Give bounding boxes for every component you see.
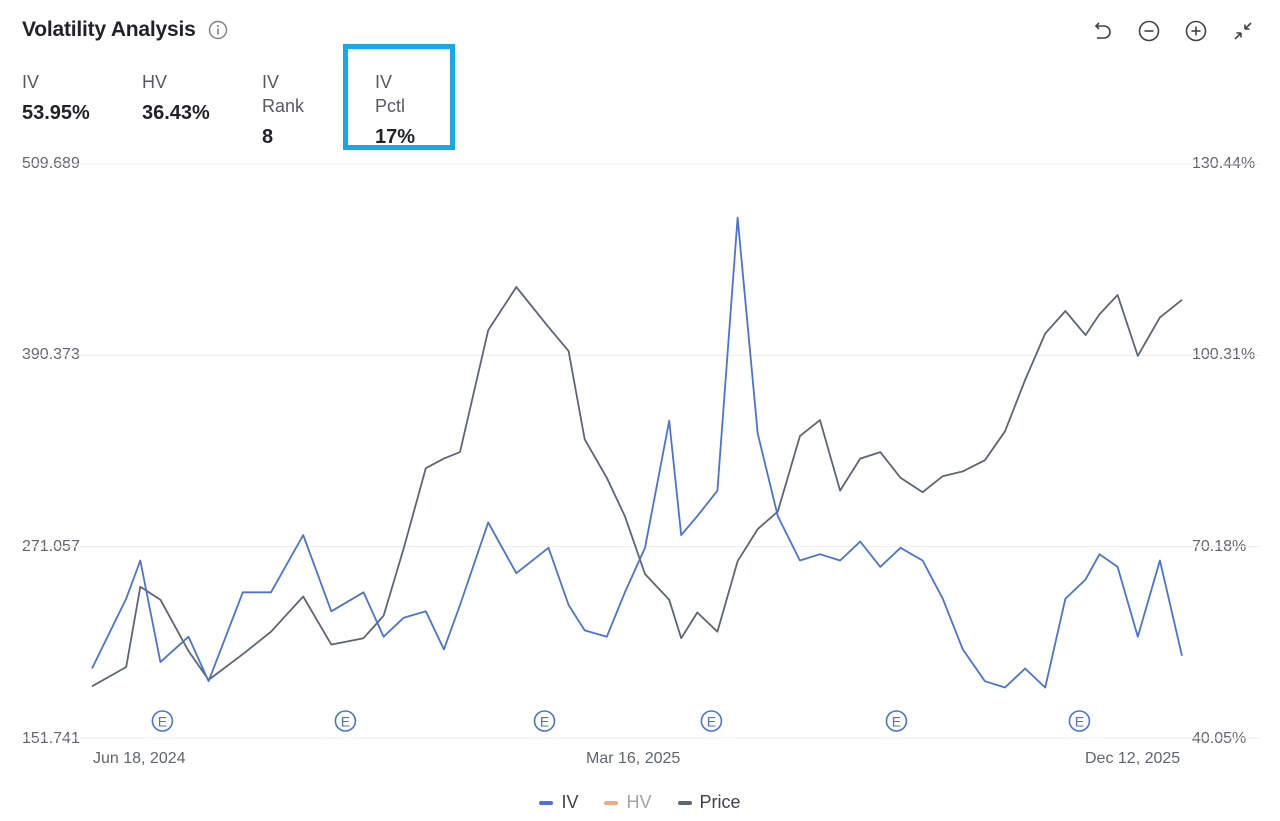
panel-header: Volatility Analysis	[22, 18, 228, 42]
info-icon[interactable]	[208, 20, 228, 40]
earnings-marker: E	[533, 710, 556, 732]
legend-item-iv[interactable]: IV	[539, 792, 578, 813]
chart-toolbar	[1089, 18, 1256, 44]
stat-hv: HV 36.43%	[142, 70, 210, 126]
stat-label: IV	[22, 72, 40, 92]
chart-grid	[22, 163, 1260, 739]
legend-swatch-iv	[539, 800, 554, 805]
stat-value: 8	[262, 126, 274, 148]
collapse-icon[interactable]	[1230, 18, 1256, 44]
stat-label: IV Pctl	[375, 72, 406, 116]
panel-title: Volatility Analysis	[22, 18, 196, 41]
earnings-marker-label: E	[540, 714, 549, 730]
iv-pctl-highlight-box	[343, 44, 455, 150]
stat-label: IV Rank	[262, 72, 305, 116]
legend-label: HV	[626, 792, 652, 812]
earnings-marker-label: E	[341, 714, 350, 730]
legend-swatch-hv	[604, 800, 619, 805]
stat-value: 17%	[375, 126, 416, 148]
earnings-marker-label: E	[158, 714, 167, 730]
earnings-marker-circle	[700, 710, 723, 732]
x-axis-tick: Dec 12, 2025	[1085, 750, 1181, 767]
series-line-price	[91, 286, 1183, 688]
earnings-marker: E	[334, 710, 357, 732]
earnings-marker: E	[700, 710, 723, 732]
series-line-iv	[91, 216, 1183, 689]
legend-item-price[interactable]: Price	[677, 792, 741, 813]
legend-item-hv[interactable]: HV	[604, 792, 652, 813]
zoom-in-icon[interactable]	[1183, 18, 1209, 44]
chart-legend: IV HV Price	[0, 792, 1280, 813]
earnings-marker-circle	[151, 710, 174, 732]
earnings-marker-circle	[334, 710, 357, 732]
earnings-marker: E	[1068, 710, 1091, 732]
chart-series	[91, 216, 1183, 689]
earnings-marker-label: E	[707, 714, 716, 730]
legend-label: IV	[561, 792, 579, 812]
stat-label: HV	[142, 72, 168, 92]
earnings-marker-label: E	[892, 714, 901, 730]
stat-value: 36.43%	[142, 102, 210, 124]
stat-iv-pctl: IV Pctl 17%	[375, 70, 415, 150]
left-axis-tick: 390.373	[22, 346, 80, 363]
earnings-marker-circle	[885, 710, 908, 732]
stat-iv-rank: IV Rank 8	[262, 70, 304, 150]
earnings-marker-label: E	[1075, 714, 1084, 730]
earnings-marker: E	[151, 710, 174, 732]
x-axis-tick: Jun 18, 2024	[93, 750, 186, 767]
earnings-marker-circle	[533, 710, 556, 732]
stat-value: 53.95%	[22, 102, 90, 124]
legend-swatch-price	[677, 800, 692, 805]
x-axis-tick: Mar 16, 2025	[586, 750, 681, 767]
earnings-marker-circle	[1068, 710, 1091, 732]
earnings-marker: E	[885, 710, 908, 732]
undo-icon[interactable]	[1089, 18, 1115, 44]
right-axis-tick: 100.31%	[1192, 346, 1256, 363]
legend-label: Price	[699, 792, 741, 812]
stat-iv: IV 53.95%	[22, 70, 90, 126]
zoom-out-icon[interactable]	[1136, 18, 1162, 44]
